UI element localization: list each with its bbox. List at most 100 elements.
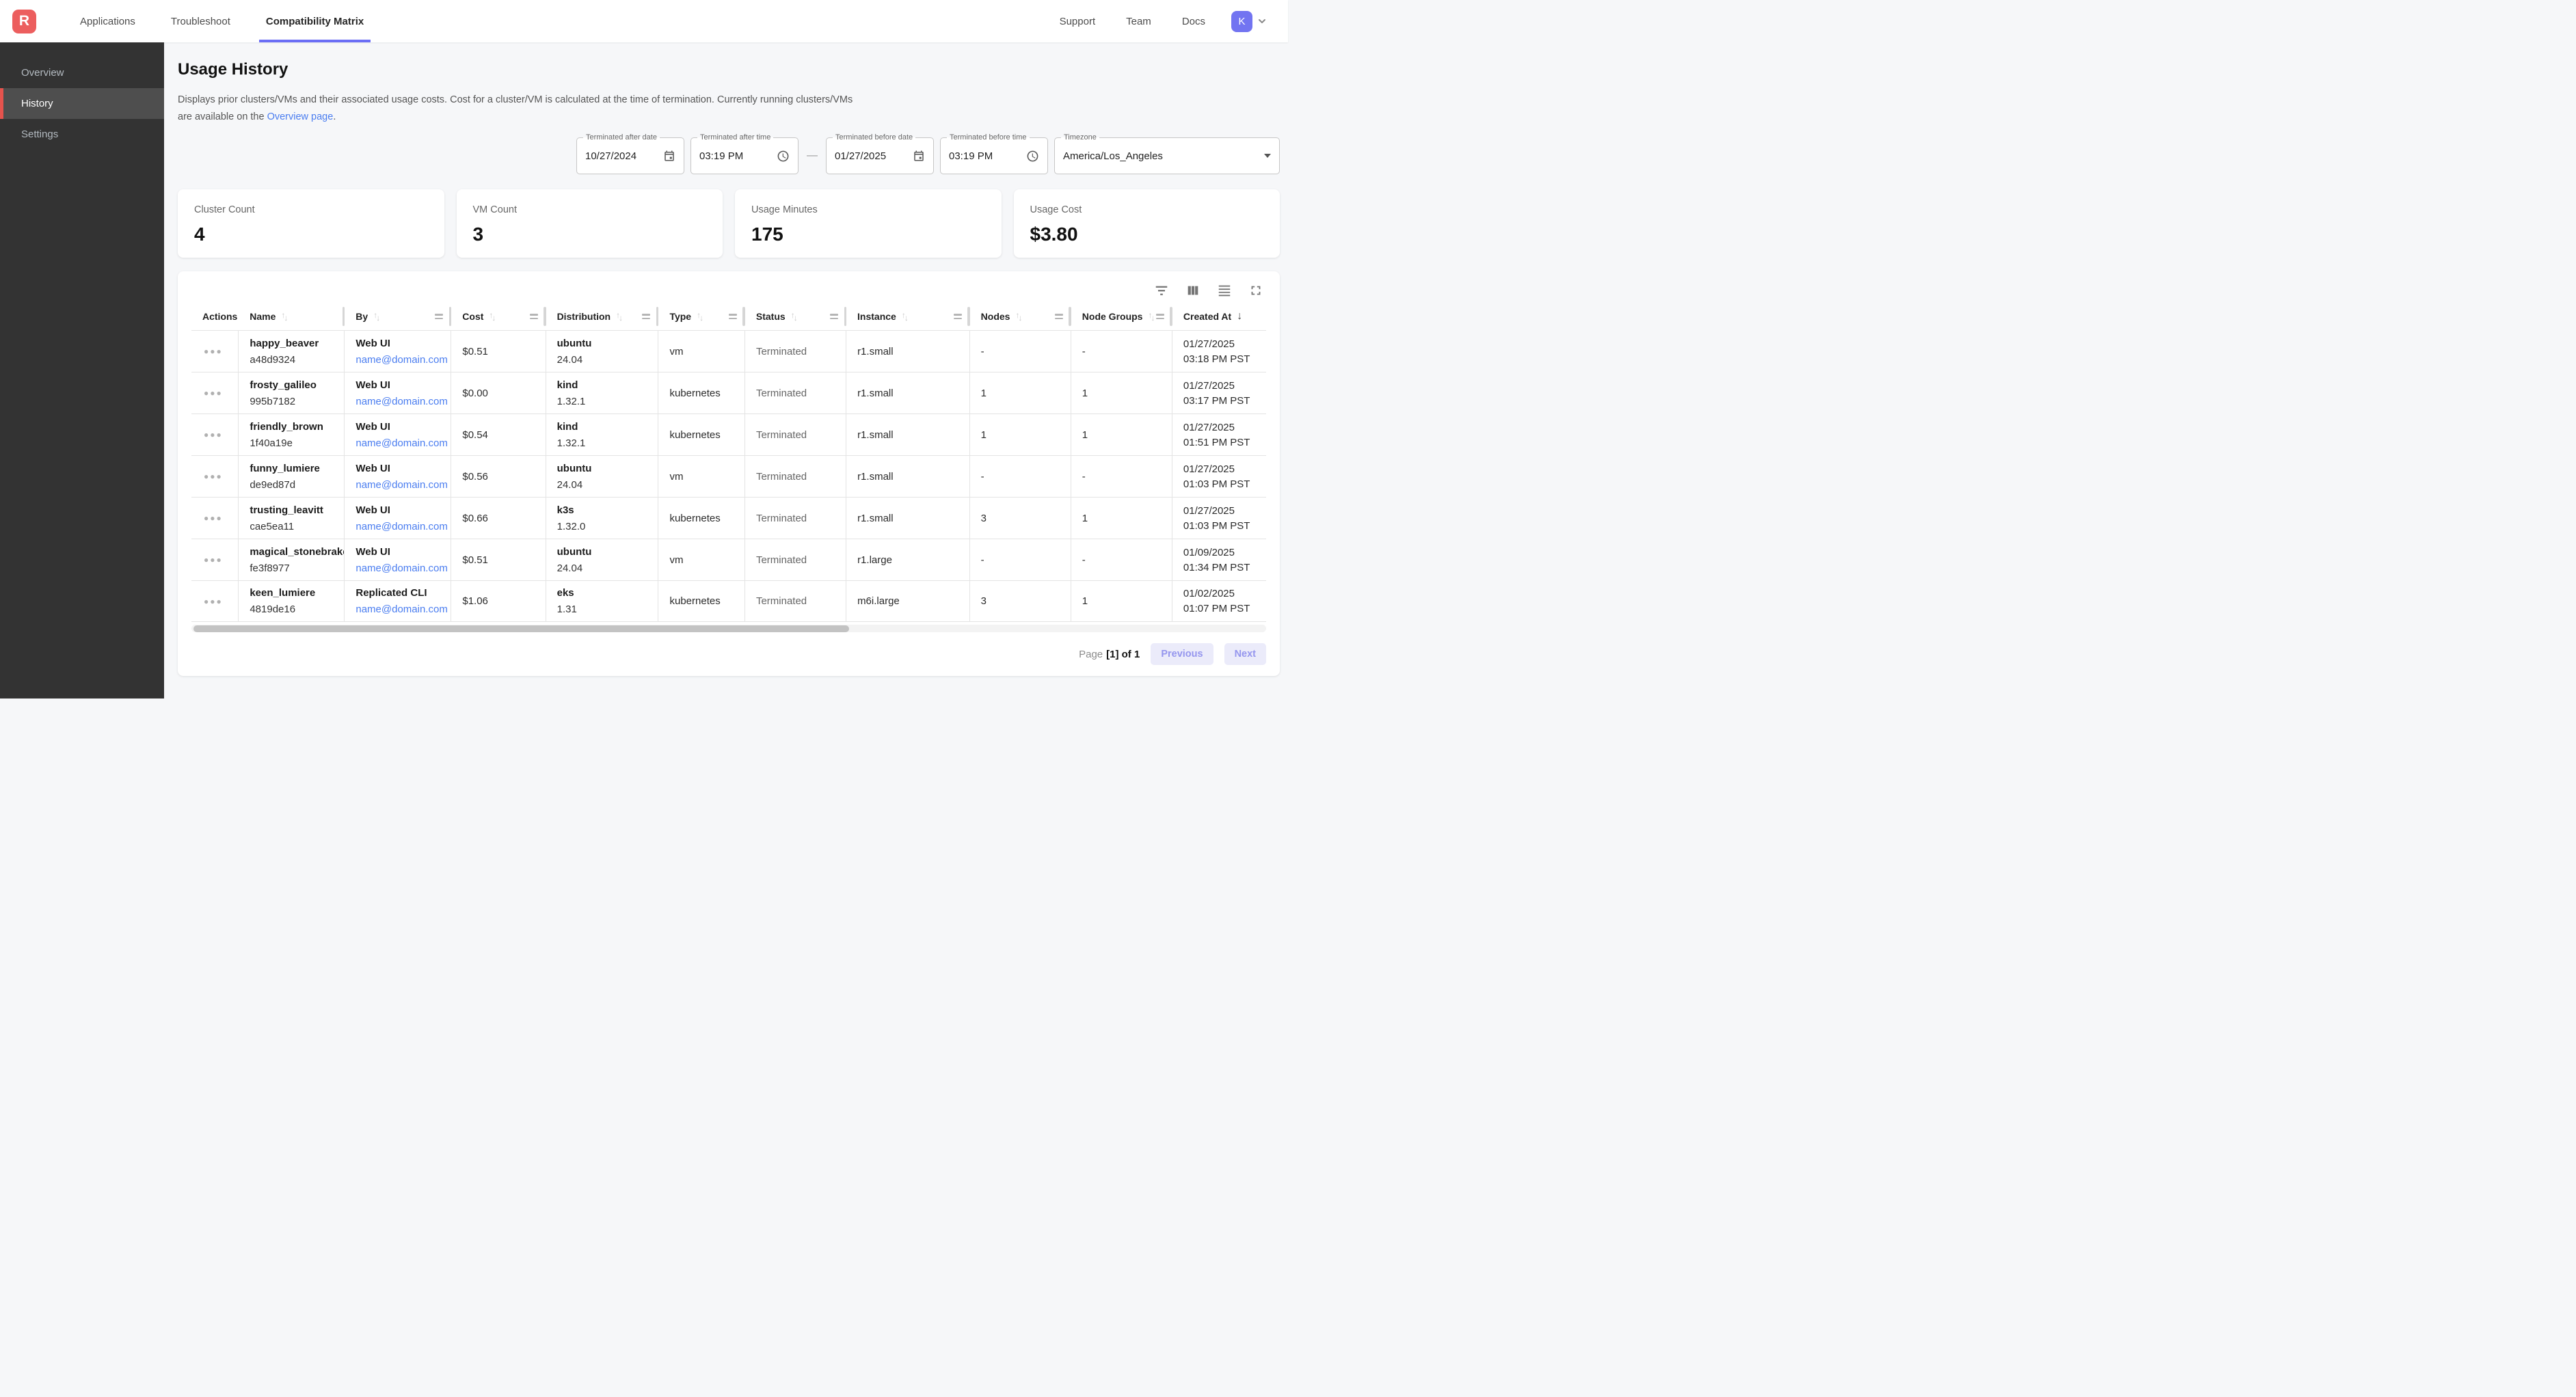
cluster-id: 1f40a19e: [250, 437, 293, 449]
table-toolbar: [191, 278, 1266, 303]
column-resize-divider[interactable]: [448, 307, 452, 327]
sort-icon: ↑ ↓: [489, 310, 496, 323]
sidebar-item-settings[interactable]: Settings: [21, 128, 59, 140]
creator-email-link[interactable]: name@domain.com: [355, 437, 448, 449]
timezone-value[interactable]: America/Los_Angeles: [1063, 150, 1163, 162]
sidebar-item-history[interactable]: History: [0, 88, 164, 119]
created-date: 01/27/2025: [1183, 379, 1235, 392]
actions-cell: ●●●: [191, 581, 239, 622]
column-resize-divider[interactable]: [967, 307, 970, 327]
cost-value: $0.66: [462, 512, 488, 524]
column-resize-divider[interactable]: [844, 307, 847, 327]
column-header-instance[interactable]: Instance ↑ ↓: [846, 303, 970, 330]
type-cell: kubernetes: [658, 414, 745, 456]
instance-value: m6i.large: [857, 595, 900, 608]
nav-item-troubleshoot[interactable]: Troubleshoot: [170, 15, 230, 27]
created-by-source: Web UI: [355, 379, 390, 391]
calendar-icon[interactable]: [663, 150, 675, 162]
column-resize-divider[interactable]: [1069, 307, 1071, 327]
distribution-version: 1.32.1: [556, 395, 586, 407]
terminated-after-time-value[interactable]: 03:19 PM: [699, 150, 744, 162]
creator-email-link[interactable]: name@domain.com: [355, 353, 448, 366]
column-header-by[interactable]: By ↑ ↓: [345, 303, 452, 330]
column-header-created-at[interactable]: Created At ↓: [1172, 303, 1266, 330]
sidebar-item-overview[interactable]: Overview: [21, 67, 64, 79]
created-at-cell: 01/27/2025 01:03 PM PST: [1172, 498, 1266, 539]
row-actions-menu-icon[interactable]: ●●●: [204, 472, 223, 482]
filter-icon[interactable]: [1154, 283, 1169, 298]
created-date: 01/09/2025: [1183, 546, 1235, 558]
column-drag-handle-icon[interactable]: [1054, 314, 1063, 320]
column-resize-divider[interactable]: [1170, 307, 1172, 327]
cluster-id: fe3f8977: [250, 562, 290, 574]
creator-email-link[interactable]: name@domain.com: [355, 395, 448, 407]
column-header-distribution[interactable]: Distribution ↑ ↓: [546, 303, 659, 330]
terminated-before-time-field[interactable]: Terminated before time 03:19 PM: [940, 133, 1048, 175]
column-label: Node Groups: [1082, 311, 1143, 323]
column-header-name[interactable]: Name ↑ ↓: [239, 303, 345, 330]
horizontal-scrollbar-thumb[interactable]: [193, 625, 849, 632]
nav-item-team[interactable]: Team: [1126, 15, 1151, 27]
terminated-after-date-value[interactable]: 10/27/2024: [585, 150, 637, 162]
column-drag-handle-icon[interactable]: [953, 314, 962, 320]
creator-email-link[interactable]: name@domain.com: [355, 520, 448, 532]
terminated-before-time-value[interactable]: 03:19 PM: [949, 150, 993, 162]
fullscreen-icon[interactable]: [1248, 283, 1263, 298]
dropdown-caret-icon[interactable]: [1264, 154, 1271, 159]
type-cell: kubernetes: [658, 581, 745, 622]
column-header-node-groups[interactable]: Node Groups ↑ ↓: [1071, 303, 1172, 330]
previous-page-button[interactable]: Previous: [1151, 643, 1213, 666]
column-header-type[interactable]: Type ↑ ↓: [658, 303, 745, 330]
density-icon[interactable]: [1217, 283, 1232, 298]
column-drag-handle-icon[interactable]: [642, 314, 651, 320]
column-drag-handle-icon[interactable]: [435, 314, 444, 320]
nav-item-compatibility-matrix[interactable]: Compatibility Matrix: [258, 0, 371, 42]
terminated-before-date-value[interactable]: 01/27/2025: [835, 150, 887, 162]
creator-email-link[interactable]: name@domain.com: [355, 603, 448, 616]
row-actions-menu-icon[interactable]: ●●●: [204, 430, 223, 440]
column-drag-handle-icon[interactable]: [830, 314, 839, 320]
status-badge: Terminated: [755, 387, 807, 399]
user-avatar[interactable]: K: [1231, 10, 1252, 32]
column-resize-divider[interactable]: [544, 307, 546, 327]
replicated-logo[interactable]: R: [12, 9, 36, 33]
status-badge: Terminated: [755, 429, 807, 441]
nav-item-support[interactable]: Support: [1059, 15, 1096, 27]
column-drag-handle-icon[interactable]: [529, 314, 538, 320]
row-actions-menu-icon[interactable]: ●●●: [204, 555, 223, 565]
name-cell: happy_beaver a48d9324: [239, 331, 345, 372]
nav-item-applications[interactable]: Applications: [80, 15, 135, 27]
column-header-nodes[interactable]: Nodes ↑ ↓: [970, 303, 1071, 330]
chevron-down-icon[interactable]: [1257, 16, 1267, 27]
column-drag-handle-icon[interactable]: [728, 314, 737, 320]
column-drag-handle-icon[interactable]: [1155, 314, 1164, 320]
column-header-status[interactable]: Status ↑ ↓: [745, 303, 847, 330]
row-actions-menu-icon[interactable]: ●●●: [204, 513, 223, 524]
stat-card-cluster-count: Cluster Count 4: [178, 189, 444, 258]
terminated-before-date-field[interactable]: Terminated before date 01/27/2025: [826, 133, 934, 175]
row-actions-menu-icon[interactable]: ●●●: [204, 388, 223, 398]
clock-icon[interactable]: [777, 150, 790, 163]
column-header-cost[interactable]: Cost ↑ ↓: [451, 303, 546, 330]
creator-email-link[interactable]: name@domain.com: [355, 478, 448, 491]
row-actions-menu-icon[interactable]: ●●●: [204, 347, 223, 357]
sort-icon: ↑ ↓: [790, 310, 798, 323]
instance-value: r1.small: [857, 512, 894, 524]
type-cell: kubernetes: [658, 498, 745, 539]
nav-item-docs[interactable]: Docs: [1181, 15, 1205, 27]
row-actions-menu-icon[interactable]: ●●●: [204, 596, 223, 606]
terminated-after-date-field[interactable]: Terminated after date 10/27/2024: [576, 133, 684, 175]
column-resize-divider[interactable]: [656, 307, 659, 327]
clock-icon[interactable]: [1026, 150, 1039, 163]
terminated-after-time-field[interactable]: Terminated after time 03:19 PM: [690, 133, 799, 175]
distribution-name: ubuntu: [556, 545, 592, 558]
timezone-select[interactable]: Timezone America/Los_Angeles: [1054, 133, 1280, 175]
next-page-button[interactable]: Next: [1224, 643, 1266, 666]
nodes-cell: -: [970, 539, 1071, 581]
column-resize-divider[interactable]: [342, 307, 345, 327]
show-hide-columns-icon[interactable]: [1185, 283, 1200, 298]
column-resize-divider[interactable]: [742, 307, 745, 327]
overview-page-link[interactable]: Overview page: [267, 111, 334, 122]
calendar-icon[interactable]: [913, 150, 925, 162]
creator-email-link[interactable]: name@domain.com: [355, 562, 448, 574]
